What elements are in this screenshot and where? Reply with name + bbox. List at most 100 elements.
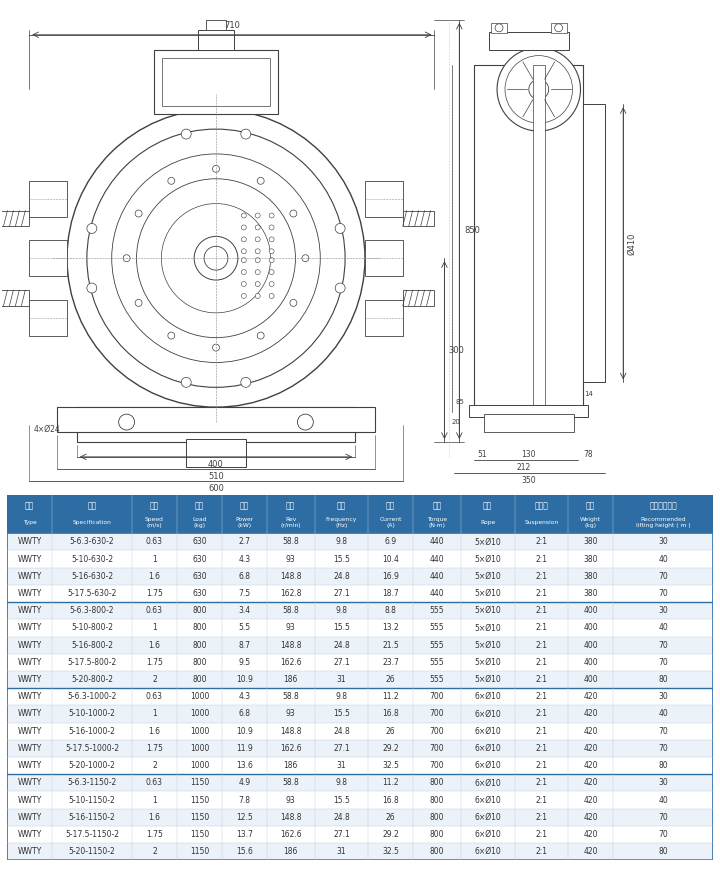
- Bar: [7, 792, 713, 809]
- Text: 26: 26: [386, 813, 395, 822]
- Circle shape: [241, 213, 246, 218]
- Bar: [365, 241, 402, 276]
- Circle shape: [168, 332, 175, 339]
- Text: 2:1: 2:1: [536, 779, 547, 787]
- Text: 148.8: 148.8: [280, 572, 302, 580]
- Bar: [7, 653, 713, 671]
- Text: 1150: 1150: [190, 847, 209, 856]
- Text: 440: 440: [430, 537, 444, 547]
- Text: 148.8: 148.8: [280, 813, 302, 822]
- Text: 5-20-1150-2: 5-20-1150-2: [68, 847, 115, 856]
- Text: 16.8: 16.8: [382, 795, 399, 805]
- Text: 51: 51: [477, 450, 487, 459]
- Text: 420: 420: [583, 795, 598, 805]
- Text: WWTY: WWTY: [17, 658, 42, 667]
- Text: 5-17.5-1150-2: 5-17.5-1150-2: [65, 830, 119, 839]
- Bar: [7, 740, 713, 757]
- Text: 1000: 1000: [189, 726, 209, 736]
- Text: 1150: 1150: [190, 795, 209, 805]
- Text: 700: 700: [430, 726, 444, 736]
- Circle shape: [241, 282, 246, 287]
- Bar: [163, 57, 269, 106]
- Text: WWTY: WWTY: [17, 709, 42, 719]
- Text: 1: 1: [152, 709, 157, 719]
- Text: 630: 630: [192, 572, 207, 580]
- Text: 9.5: 9.5: [238, 658, 251, 667]
- Circle shape: [269, 249, 274, 254]
- Text: 2:1: 2:1: [536, 675, 547, 684]
- Text: 400: 400: [583, 623, 598, 633]
- Text: 7.5: 7.5: [238, 589, 251, 598]
- Text: 6×Ø10: 6×Ø10: [474, 744, 501, 753]
- Text: 24.8: 24.8: [333, 813, 350, 822]
- Text: 2:1: 2:1: [536, 623, 547, 633]
- Text: 555: 555: [430, 640, 444, 650]
- Text: WWTY: WWTY: [17, 847, 42, 856]
- Text: WWTY: WWTY: [17, 813, 42, 822]
- Bar: [583, 134, 606, 160]
- Text: 2:1: 2:1: [536, 554, 547, 563]
- Circle shape: [255, 249, 260, 254]
- Circle shape: [528, 79, 549, 99]
- Text: 2:1: 2:1: [536, 726, 547, 736]
- Text: 21.5: 21.5: [382, 640, 399, 650]
- Text: 58.8: 58.8: [282, 607, 299, 615]
- Bar: [365, 300, 402, 335]
- Text: 93: 93: [286, 709, 296, 719]
- Text: 420: 420: [583, 847, 598, 856]
- Text: 5-10-800-2: 5-10-800-2: [71, 623, 113, 633]
- Text: 1.6: 1.6: [148, 640, 161, 650]
- Text: 1: 1: [152, 795, 157, 805]
- Text: WWTY: WWTY: [17, 640, 42, 650]
- Text: 2:1: 2:1: [536, 537, 547, 547]
- Text: 5×Ø10: 5×Ø10: [474, 589, 501, 598]
- Text: 4.3: 4.3: [238, 693, 251, 701]
- Bar: [484, 415, 574, 432]
- Bar: [30, 241, 67, 276]
- Text: 700: 700: [430, 709, 444, 719]
- Text: 600: 600: [208, 484, 224, 493]
- Text: 630: 630: [192, 589, 207, 598]
- Text: 23.7: 23.7: [382, 658, 399, 667]
- Text: 800: 800: [430, 813, 444, 822]
- Text: 70: 70: [658, 572, 668, 580]
- Text: Suspension: Suspension: [524, 521, 559, 525]
- Text: 4.3: 4.3: [238, 554, 251, 563]
- Text: 梯速: 梯速: [150, 501, 159, 510]
- Bar: [30, 181, 67, 216]
- Text: 555: 555: [430, 675, 444, 684]
- Text: 1.75: 1.75: [146, 830, 163, 839]
- Text: 420: 420: [583, 830, 598, 839]
- Text: WWTY: WWTY: [17, 693, 42, 701]
- Text: 6.8: 6.8: [238, 709, 251, 719]
- Text: 700: 700: [430, 693, 444, 701]
- Text: 26: 26: [386, 675, 395, 684]
- Text: 推荐提升高度: 推荐提升高度: [649, 501, 677, 510]
- Bar: [583, 328, 606, 355]
- Text: 710: 710: [224, 21, 240, 30]
- Text: 14: 14: [584, 391, 593, 397]
- Text: 420: 420: [583, 813, 598, 822]
- Text: 58.8: 58.8: [282, 779, 299, 787]
- Text: 5-16-800-2: 5-16-800-2: [71, 640, 113, 650]
- Circle shape: [269, 269, 274, 275]
- Text: 4×Ø24: 4×Ø24: [34, 425, 60, 434]
- Text: 5-16-630-2: 5-16-630-2: [71, 572, 113, 580]
- Text: 15.6: 15.6: [236, 847, 253, 856]
- Bar: [489, 32, 569, 50]
- Circle shape: [269, 237, 274, 242]
- Bar: [474, 64, 583, 412]
- Text: 5-17.5-630-2: 5-17.5-630-2: [68, 589, 117, 598]
- Circle shape: [255, 213, 260, 218]
- Text: 30: 30: [658, 607, 668, 615]
- Text: 0.63: 0.63: [146, 607, 163, 615]
- Bar: [583, 245, 606, 271]
- Bar: [533, 64, 545, 412]
- Text: 40: 40: [658, 623, 668, 633]
- Text: 曳引比: 曳引比: [534, 501, 549, 510]
- Text: 80: 80: [658, 761, 668, 770]
- Bar: [7, 706, 713, 723]
- Text: 5-20-1000-2: 5-20-1000-2: [68, 761, 115, 770]
- Text: 58.8: 58.8: [282, 693, 299, 701]
- Text: 24.8: 24.8: [333, 572, 350, 580]
